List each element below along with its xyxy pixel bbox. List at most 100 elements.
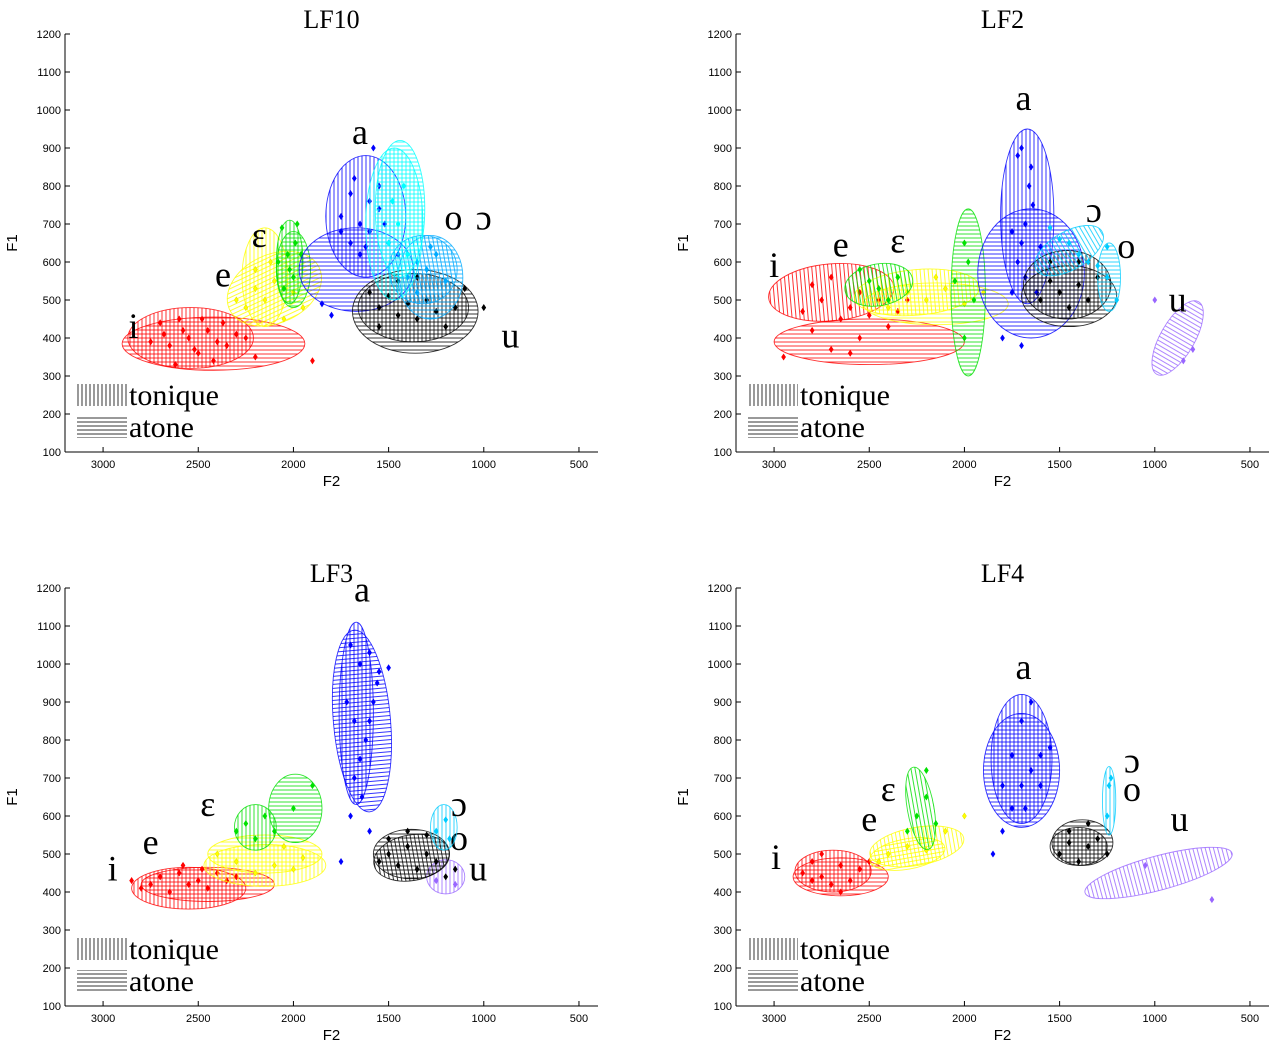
- y-tick-label: 500: [43, 849, 61, 861]
- data-point: [923, 296, 929, 304]
- data-point: [390, 197, 395, 205]
- data-point: [809, 858, 815, 866]
- data-point: [1104, 273, 1110, 281]
- data-point: [1057, 850, 1062, 858]
- data-point: [129, 877, 134, 885]
- vowel-label: u: [469, 849, 487, 889]
- legend-label: atone: [129, 411, 194, 444]
- legend-swatch-tonique: [748, 384, 798, 406]
- y-tick-label: 300: [43, 371, 61, 383]
- y-tick-label: 1100: [708, 621, 732, 633]
- chart-title: LF3: [310, 559, 353, 588]
- data-point: [914, 812, 920, 820]
- data-point: [923, 766, 929, 774]
- data-point: [374, 679, 380, 687]
- data-point: [367, 288, 372, 296]
- y-tick-label: 200: [43, 409, 61, 421]
- data-point: [199, 865, 205, 873]
- data-point: [275, 258, 281, 266]
- data-point: [424, 266, 430, 274]
- data-point: [847, 349, 853, 357]
- vowel-label: a: [352, 112, 368, 152]
- data-point: [186, 334, 192, 342]
- data-point: [1095, 835, 1101, 843]
- legend-swatch-tonique: [77, 384, 127, 406]
- data-point: [443, 816, 449, 824]
- x-tick-label: 1000: [1143, 1013, 1167, 1025]
- vowel-group-a: a: [331, 569, 392, 866]
- ellipse-tonique: [1101, 766, 1117, 836]
- x-axis-label: F2: [994, 1027, 1012, 1044]
- data-point: [1085, 296, 1091, 304]
- data-point: [1019, 239, 1024, 247]
- x-tick-label: 3000: [762, 459, 786, 471]
- data-point: [1038, 296, 1043, 304]
- data-point: [933, 820, 939, 828]
- data-point: [272, 277, 277, 285]
- data-point: [192, 345, 197, 353]
- data-point: [329, 311, 334, 319]
- vowel-group-o: o: [1049, 769, 1141, 866]
- legend-swatch-tonique: [748, 938, 798, 960]
- ellipse-atone: [792, 857, 889, 897]
- y-tick-label: 300: [714, 925, 732, 937]
- x-tick-label: 2500: [857, 1013, 881, 1025]
- data-point: [1209, 896, 1215, 904]
- chart-panel-LF4: 100 200 300 400 500 600 700 800 900 1000 1100 1200 3…: [675, 559, 1269, 1044]
- data-point: [285, 250, 291, 258]
- y-tick-label: 100: [714, 447, 732, 459]
- x-tick-label: 1000: [472, 1013, 496, 1025]
- data-point: [1015, 152, 1021, 160]
- data-point: [376, 304, 382, 312]
- x-tick-label: 3000: [762, 1013, 786, 1025]
- y-tick-label: 500: [714, 849, 732, 861]
- data-point: [1076, 250, 1082, 258]
- vowel-group-ɛ: ɛ: [844, 208, 986, 377]
- data-point: [1028, 698, 1034, 706]
- vowel-label: ɔ: [451, 784, 467, 824]
- y-tick-label: 1100: [37, 67, 61, 79]
- y-tick-label: 700: [714, 773, 732, 785]
- data-point: [199, 315, 205, 323]
- data-point: [1026, 182, 1032, 190]
- y-tick-label: 100: [43, 447, 61, 459]
- legend-swatch-atone: [748, 416, 798, 438]
- data-point: [800, 307, 805, 315]
- data-point: [1009, 288, 1015, 296]
- y-tick-label: 1000: [37, 105, 61, 117]
- data-point: [800, 869, 805, 877]
- y-tick-label: 900: [714, 143, 732, 155]
- data-point: [885, 323, 891, 331]
- data-point: [857, 334, 863, 342]
- data-point: [386, 664, 391, 672]
- ellipse-atone: [1051, 819, 1114, 866]
- data-point: [291, 865, 296, 873]
- vowel-label: o: [1117, 226, 1135, 266]
- data-point: [838, 315, 844, 323]
- vowel-group-a: a: [983, 647, 1061, 858]
- data-point: [268, 258, 273, 266]
- data-point: [809, 877, 815, 885]
- data-point: [819, 296, 825, 304]
- ellipse-atone: [983, 712, 1061, 828]
- x-tick-label: 3000: [91, 459, 115, 471]
- data-point: [1000, 782, 1005, 790]
- data-point: [351, 174, 357, 182]
- data-point: [1038, 782, 1043, 790]
- data-point: [424, 850, 430, 858]
- y-tick-label: 500: [714, 295, 732, 307]
- y-tick-label: 400: [43, 333, 61, 345]
- data-point: [414, 288, 420, 296]
- data-point: [443, 873, 449, 881]
- data-point: [962, 812, 967, 820]
- y-axis-label: F1: [675, 234, 692, 252]
- y-tick-label: 1000: [708, 105, 732, 117]
- ellipse-tonique: [844, 262, 914, 307]
- vowel-label: e: [143, 822, 159, 862]
- data-point: [1015, 258, 1021, 266]
- data-point: [351, 717, 357, 725]
- y-tick-label: 1200: [37, 583, 61, 595]
- data-point: [433, 250, 439, 258]
- y-tick-label: 300: [43, 925, 61, 937]
- x-tick-label: 1500: [376, 459, 400, 471]
